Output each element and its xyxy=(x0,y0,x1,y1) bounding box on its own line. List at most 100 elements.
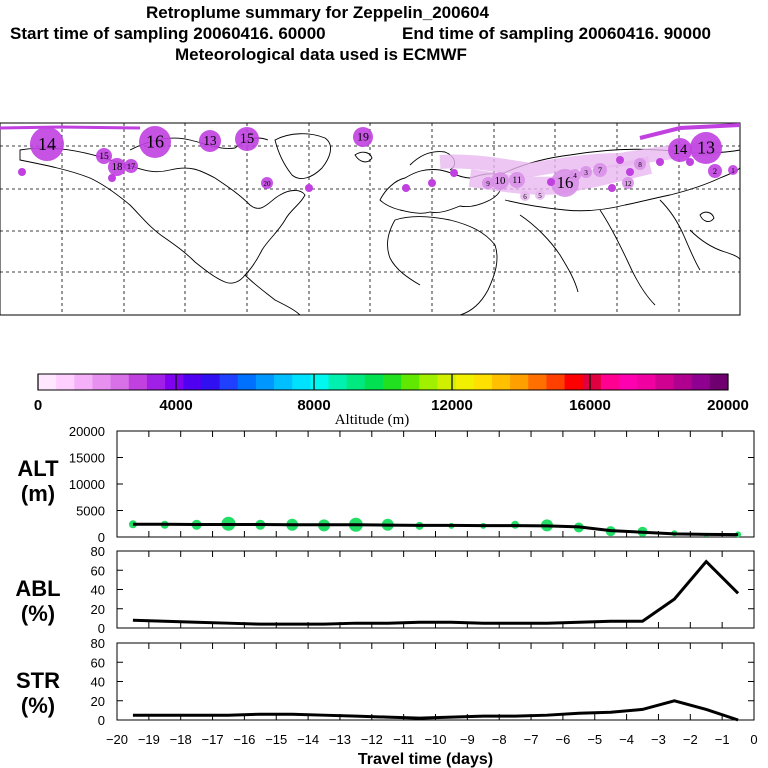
y-axis-label: ALT xyxy=(17,456,59,481)
colorbar-cell xyxy=(691,374,711,390)
y-tick-label: 20 xyxy=(91,602,105,617)
plume-cluster-circle xyxy=(491,172,509,190)
plume-cluster: 5 xyxy=(535,190,545,200)
colorbar-tick-label: 8000 xyxy=(297,397,330,414)
plume-cluster: 16 xyxy=(139,126,171,158)
plume-cluster: 3 xyxy=(580,166,592,178)
colorbar-cell xyxy=(346,374,366,390)
plume-marker xyxy=(656,158,664,166)
colorbar-cell xyxy=(274,374,293,390)
colorbar-cell xyxy=(201,374,221,390)
plume-cluster-circle xyxy=(668,138,692,162)
panel-frame xyxy=(116,550,755,629)
plume-cluster-label: 9 xyxy=(486,180,490,188)
plume-cluster-circle xyxy=(261,177,273,189)
colorbar-cell xyxy=(510,374,529,390)
plume-cluster-circle xyxy=(728,165,738,175)
plume-cluster-circle xyxy=(199,130,221,152)
plume-cluster: 12 xyxy=(622,177,634,189)
x-axis-label: Travel time (days) xyxy=(358,751,493,768)
colorbar-cell xyxy=(401,374,420,390)
plume-cluster: 6 xyxy=(520,191,530,201)
plume-cluster-label: 19 xyxy=(357,130,369,144)
plume-marker xyxy=(686,158,694,166)
str-line xyxy=(132,699,739,722)
colorbar-tick-label: 16000 xyxy=(569,397,611,414)
colorbar-cell xyxy=(292,374,311,390)
plume-marker xyxy=(608,184,616,192)
plume-cluster-circle xyxy=(622,177,634,189)
plume-cluster-circle xyxy=(708,164,722,178)
plume-cluster-label: 11 xyxy=(512,175,521,186)
colorbar-cell xyxy=(219,374,239,390)
y-tick-label: 0 xyxy=(98,621,105,636)
colorbar-label: Altitude (m) xyxy=(335,412,410,428)
end-time-label: End time of sampling 20060416. 90000 xyxy=(402,24,711,43)
plume-marker xyxy=(305,184,313,192)
plume-cluster-label: 16 xyxy=(557,173,574,192)
colorbar-cell xyxy=(128,374,148,390)
plume-cluster-circle xyxy=(535,190,545,200)
colorbar-cell xyxy=(473,374,493,390)
x-tick-label: −5 xyxy=(587,732,602,747)
x-tick-label: −12 xyxy=(361,732,383,747)
colorbar-cell xyxy=(673,374,693,390)
y-axis-label-unit: (%) xyxy=(21,601,55,626)
colorbar-cell xyxy=(74,374,93,390)
y-axis-label: STR xyxy=(16,668,60,693)
plume-cluster-label: 2 xyxy=(713,167,717,176)
x-tick-label: −10 xyxy=(424,732,446,747)
x-tick-label: −16 xyxy=(233,732,255,747)
plume-marker xyxy=(108,174,116,182)
panel-abl: 0 20 40 60 80 ABL(%) xyxy=(15,544,755,636)
colorbar-cell xyxy=(564,374,584,390)
plume-cluster-label: 3 xyxy=(584,169,588,177)
plume-marker xyxy=(450,169,458,177)
plume-cluster: 9 xyxy=(482,177,494,189)
plume-cluster: 13 xyxy=(199,130,221,152)
panel-alt: 0 5000 10000 15000 20000 ALT(m) xyxy=(17,424,755,545)
plume-cluster-label: 10 xyxy=(495,175,506,187)
plume-cluster-label: 12 xyxy=(624,180,632,188)
plume-cluster-label: 14 xyxy=(38,134,56,154)
plume-cluster-circle xyxy=(634,158,646,170)
plume-cluster-label: 1 xyxy=(731,167,735,175)
colorbar-cell xyxy=(619,374,638,390)
colorbar-cell xyxy=(600,374,620,390)
plume-marker xyxy=(547,178,555,186)
y-tick-label: 40 xyxy=(91,675,105,690)
colorbar-cell xyxy=(237,374,257,390)
colorbar-cell xyxy=(655,374,675,390)
plume-cluster-label: 16 xyxy=(146,132,164,152)
plume-cluster: 14 xyxy=(30,127,64,161)
plume-cluster-circle xyxy=(353,127,373,147)
panel-frame xyxy=(116,430,755,538)
x-tick-label: 0 xyxy=(750,732,757,747)
y-tick-label: 0 xyxy=(98,530,105,545)
x-tick-label: −4 xyxy=(619,732,634,747)
colorbar-cell xyxy=(255,374,275,390)
chart-title: Retroplume summary for Zeppelin_200604 xyxy=(146,3,489,22)
plume-cluster: 15 xyxy=(96,148,112,164)
colorbar-cell xyxy=(419,374,438,390)
colorbar-cell xyxy=(310,374,330,390)
plume-cluster-label: 18 xyxy=(112,161,123,173)
colorbar-cell xyxy=(146,374,166,390)
plume-marker xyxy=(18,168,26,176)
start-time-label: Start time of sampling 20060416. 60000 xyxy=(10,24,326,43)
x-tick-label: −17 xyxy=(202,732,224,747)
x-tick-label: −6 xyxy=(555,732,570,747)
plume-cluster-label: 13 xyxy=(697,138,715,158)
plume-cluster-label: 7 xyxy=(598,166,602,175)
plume-cluster: 4 xyxy=(569,169,581,181)
x-tick-label: −9 xyxy=(460,732,475,747)
plume-cluster-circle xyxy=(124,159,138,173)
altitude-colorbar: 0 4000 8000 12000 16000 20000 Altitude (m) xyxy=(34,373,749,428)
x-tick-label: −11 xyxy=(393,732,414,747)
plume-cluster-label: 20 xyxy=(263,180,271,188)
colorbar-cell xyxy=(92,374,112,390)
